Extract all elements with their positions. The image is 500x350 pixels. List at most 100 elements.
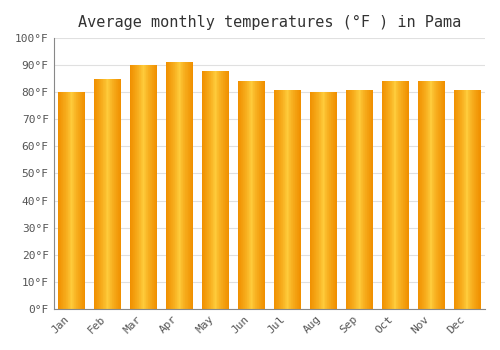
Bar [223, 71, 224, 309]
Bar [384, 82, 385, 309]
Bar [363, 90, 364, 309]
Bar [459, 90, 460, 309]
Bar [440, 82, 442, 309]
Bar [286, 90, 288, 309]
Bar [65, 92, 66, 309]
Bar [220, 71, 221, 309]
Bar [278, 90, 280, 309]
Bar [212, 71, 213, 309]
Bar [227, 71, 228, 309]
Bar [388, 82, 389, 309]
Bar [94, 79, 96, 309]
Bar [399, 82, 400, 309]
Bar [279, 90, 280, 309]
Bar [79, 92, 80, 309]
Bar [224, 71, 225, 309]
Bar [174, 63, 175, 309]
Bar [349, 90, 350, 309]
Bar [152, 65, 153, 309]
Bar [474, 90, 475, 309]
Bar [298, 90, 300, 309]
Bar [151, 65, 152, 309]
Bar [109, 79, 110, 309]
Bar [185, 63, 186, 309]
Bar [357, 90, 358, 309]
Bar [393, 82, 394, 309]
Bar [348, 90, 349, 309]
Bar [145, 65, 146, 309]
Bar [432, 82, 433, 309]
Bar [463, 90, 464, 309]
Bar [356, 90, 357, 309]
Bar [83, 92, 84, 309]
Bar [365, 90, 366, 309]
Bar [188, 63, 189, 309]
Bar [102, 79, 103, 309]
Bar [406, 82, 408, 309]
Bar [466, 90, 467, 309]
Bar [118, 79, 119, 309]
Bar [105, 79, 106, 309]
Bar [427, 82, 428, 309]
Bar [110, 79, 111, 309]
Bar [97, 79, 98, 309]
Bar [385, 82, 386, 309]
Bar [116, 79, 117, 309]
Bar [400, 82, 402, 309]
Bar [312, 92, 313, 309]
Bar [170, 63, 172, 309]
Bar [254, 82, 255, 309]
Bar [130, 65, 132, 309]
Bar [221, 71, 222, 309]
Bar [80, 92, 81, 309]
Bar [311, 92, 312, 309]
Bar [214, 71, 216, 309]
Bar [288, 90, 290, 309]
Bar [430, 82, 431, 309]
Bar [282, 90, 284, 309]
Bar [277, 90, 278, 309]
Bar [320, 92, 322, 309]
Bar [292, 90, 294, 309]
Bar [366, 90, 368, 309]
Title: Average monthly temperatures (°F ) in Pama: Average monthly temperatures (°F ) in Pa… [78, 15, 461, 30]
Bar [264, 82, 265, 309]
Bar [172, 63, 173, 309]
Bar [294, 90, 296, 309]
Bar [324, 92, 326, 309]
Bar [392, 82, 393, 309]
Bar [172, 63, 174, 309]
Bar [328, 92, 330, 309]
Bar [219, 71, 220, 309]
Bar [296, 90, 298, 309]
Bar [316, 92, 317, 309]
Bar [73, 92, 74, 309]
Bar [103, 79, 104, 309]
Bar [250, 82, 252, 309]
Bar [228, 71, 229, 309]
Bar [70, 92, 71, 309]
Bar [476, 90, 477, 309]
Bar [258, 82, 260, 309]
Bar [396, 82, 397, 309]
Bar [115, 79, 116, 309]
Bar [139, 65, 140, 309]
Bar [472, 90, 473, 309]
Bar [154, 65, 155, 309]
Bar [315, 92, 316, 309]
Bar [276, 90, 277, 309]
Bar [94, 79, 95, 309]
Bar [182, 63, 183, 309]
Bar [256, 82, 257, 309]
Bar [401, 82, 402, 309]
Bar [336, 92, 337, 309]
Bar [284, 90, 286, 309]
Bar [436, 82, 437, 309]
Bar [252, 82, 254, 309]
Bar [298, 90, 299, 309]
Bar [468, 90, 469, 309]
Bar [99, 79, 100, 309]
Bar [437, 82, 438, 309]
Bar [96, 79, 97, 309]
Bar [132, 65, 133, 309]
